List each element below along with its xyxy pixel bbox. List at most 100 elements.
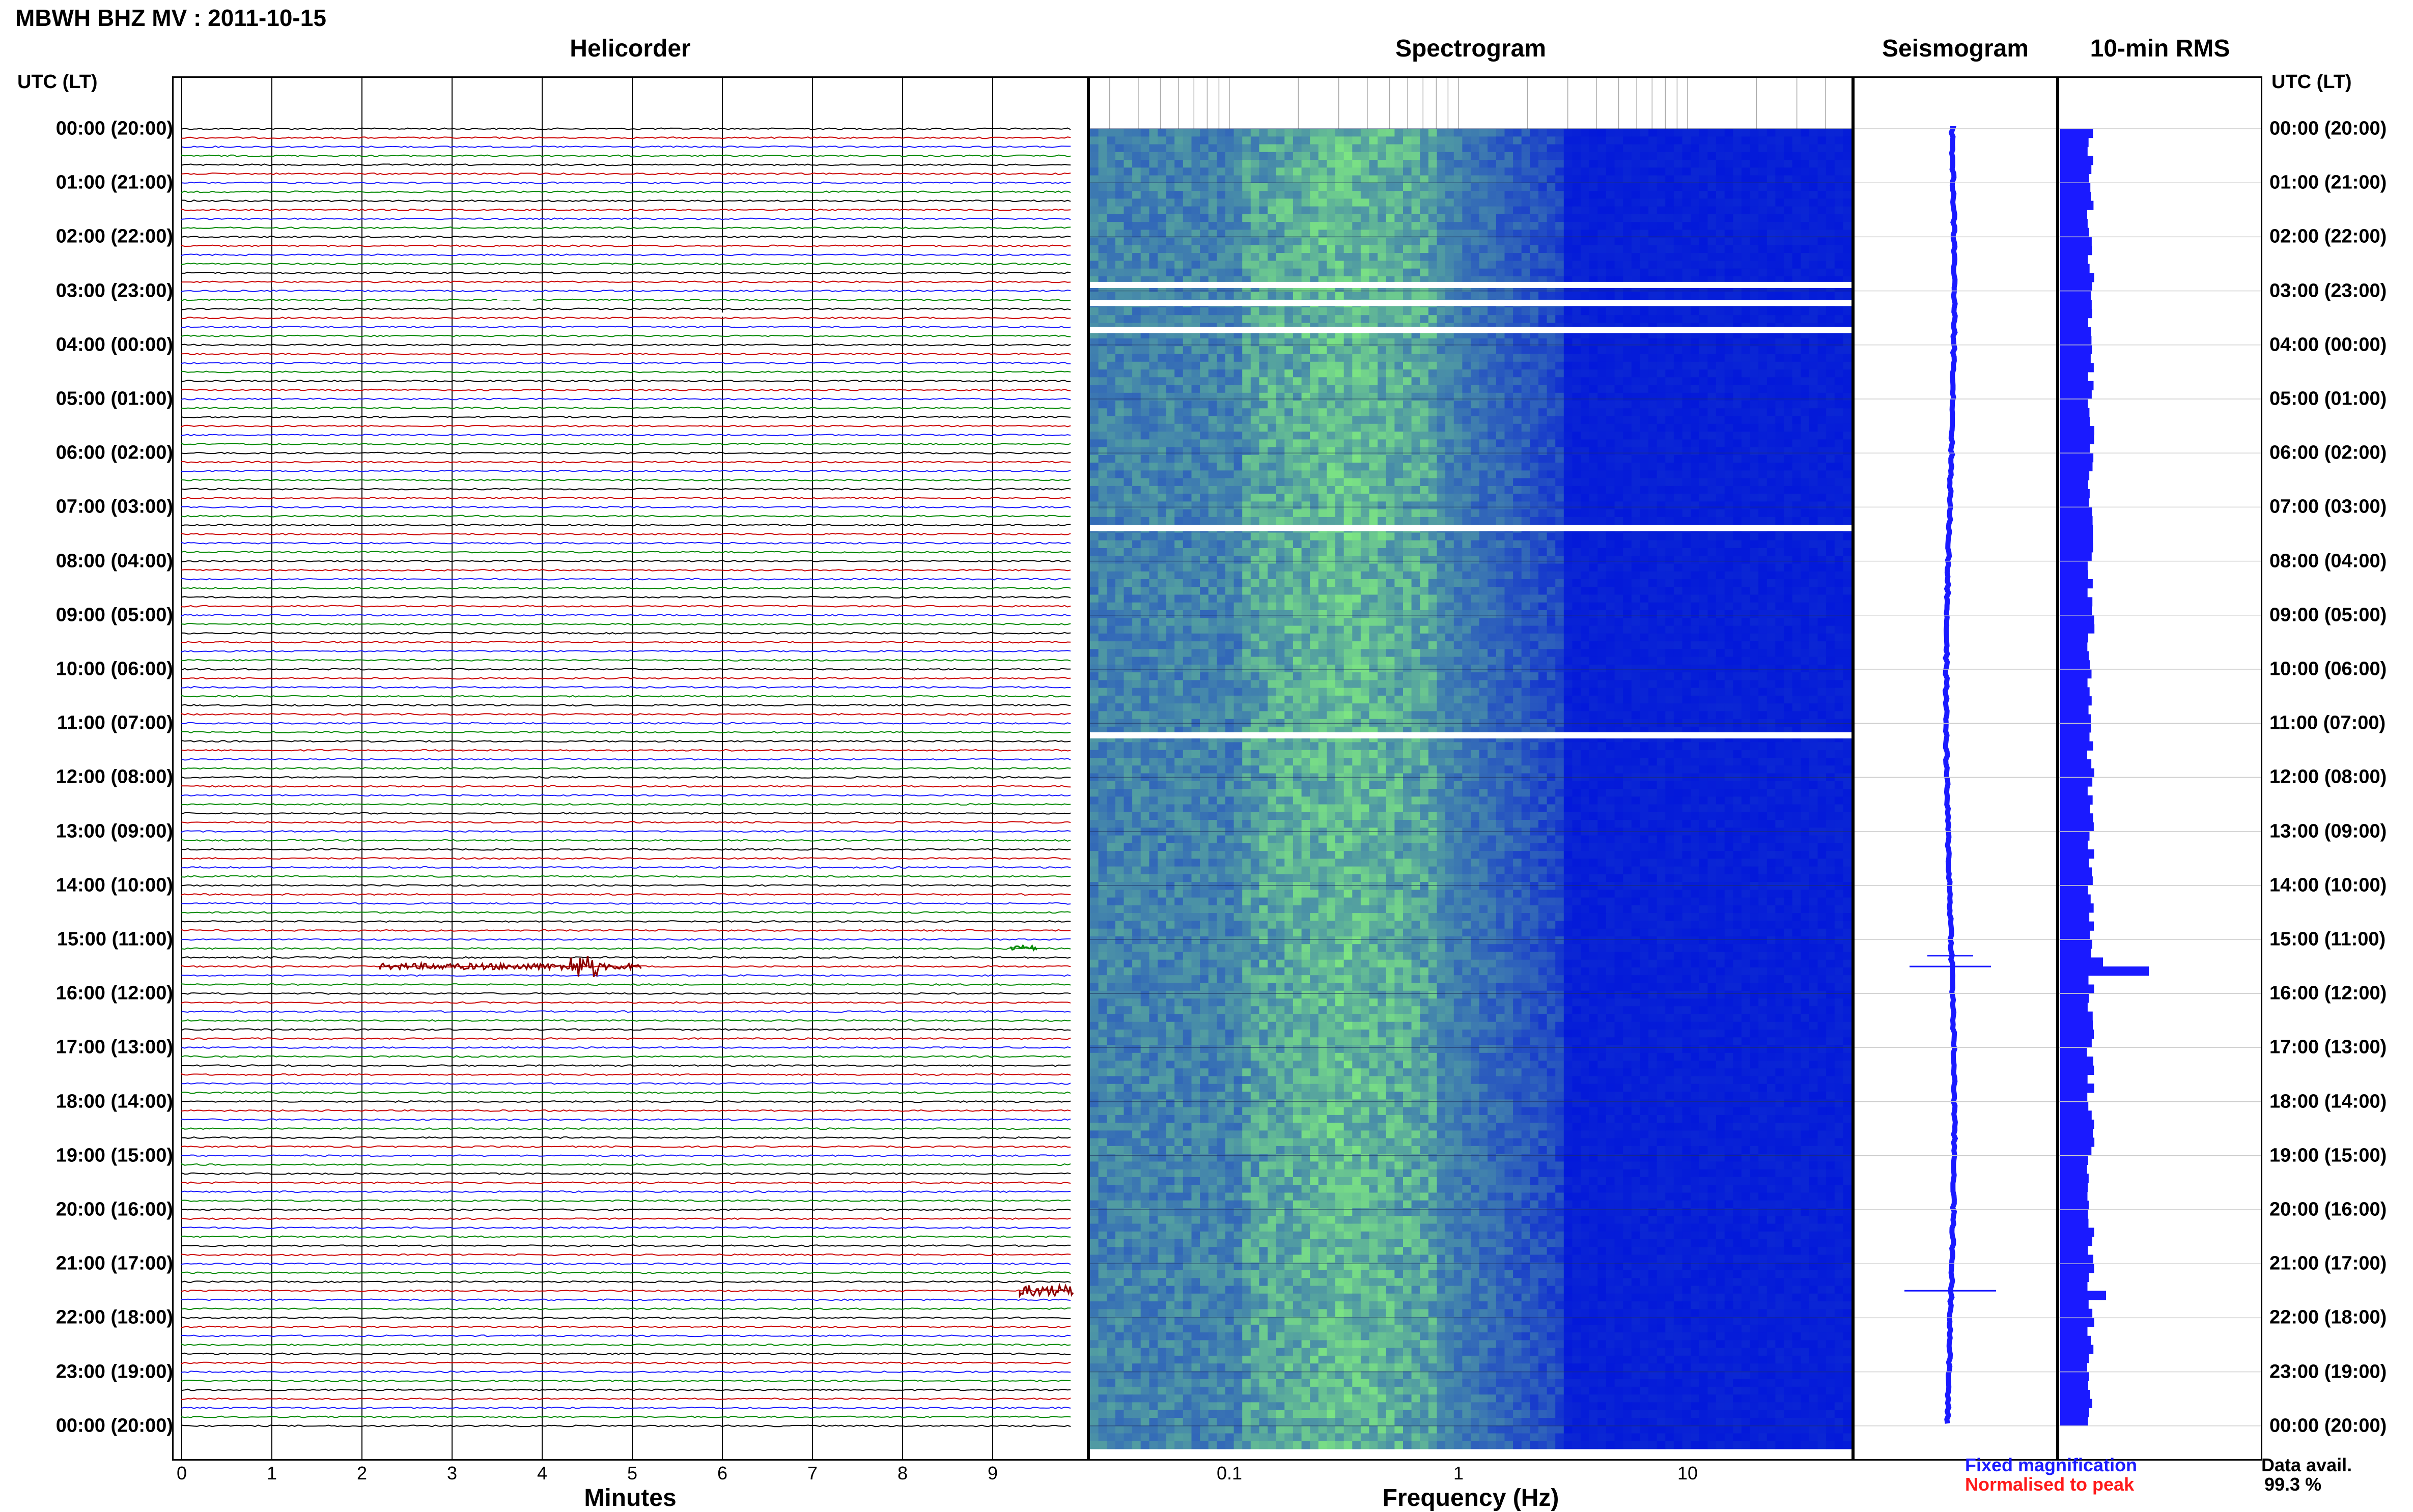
spectrogram-cell bbox=[1268, 463, 1276, 471]
spectrogram-cell bbox=[1471, 401, 1479, 409]
spectrogram-cell bbox=[1352, 245, 1361, 253]
spectrogram-cell bbox=[1632, 183, 1640, 191]
spectrogram-cell bbox=[1784, 207, 1792, 215]
spectrogram-cell bbox=[1513, 377, 1522, 385]
spectrogram-cell bbox=[1581, 432, 1589, 440]
helicorder-trace bbox=[182, 614, 1071, 616]
spectrogram-cell bbox=[1657, 424, 1666, 432]
spectrogram-cell bbox=[1809, 401, 1818, 409]
spectrogram-cell bbox=[1386, 145, 1395, 153]
spectrogram-cell bbox=[1513, 401, 1522, 409]
spectrogram-cell bbox=[1632, 269, 1640, 277]
spectrogram-cell bbox=[1462, 470, 1471, 478]
spectrogram-cell bbox=[1284, 245, 1293, 253]
spectrogram-cell bbox=[1818, 362, 1827, 370]
spectrogram-cell bbox=[1488, 478, 1496, 487]
spectrogram-cell bbox=[1158, 198, 1166, 207]
spectrogram-cell bbox=[1632, 494, 1640, 502]
spectrogram-cell bbox=[1352, 470, 1361, 478]
spectrogram-cell bbox=[1682, 416, 1691, 424]
spectrogram-cell bbox=[1615, 501, 1623, 509]
spectrogram-cell bbox=[1657, 238, 1666, 246]
spectrogram-cell bbox=[1496, 377, 1505, 385]
spectrogram-cell bbox=[1259, 129, 1268, 137]
spectrogram-cell bbox=[1335, 176, 1344, 184]
helicorder-title: Helicorder bbox=[570, 35, 690, 63]
spectrogram-cell bbox=[1115, 167, 1124, 176]
spectrogram-cell bbox=[1394, 463, 1403, 471]
spectrogram-cell bbox=[1344, 447, 1353, 455]
spectrogram-cell bbox=[1352, 191, 1361, 199]
spectrogram-cell bbox=[1242, 261, 1251, 269]
spectrogram-cell bbox=[1758, 533, 1767, 541]
spectrogram-cell bbox=[1412, 191, 1420, 199]
spectrogram-cell bbox=[1707, 269, 1716, 277]
spectrogram-cell bbox=[1099, 533, 1107, 541]
spectrogram-cell bbox=[1555, 191, 1564, 199]
spectrogram-cell bbox=[1538, 346, 1547, 354]
spectrogram-cell bbox=[1632, 152, 1640, 160]
spectrogram-cell bbox=[1640, 501, 1648, 509]
spectrogram-cell bbox=[1818, 470, 1827, 478]
spectrogram-cell bbox=[1428, 145, 1437, 153]
spectrogram-cell bbox=[1818, 354, 1827, 362]
spectrogram-cell bbox=[1835, 261, 1843, 269]
spectrogram-cell bbox=[1564, 292, 1573, 300]
spectrogram-cell bbox=[1259, 238, 1268, 246]
spectrogram-cell bbox=[1615, 253, 1623, 261]
spectrogram-cell bbox=[1284, 307, 1293, 316]
spectrogram-cell bbox=[1471, 198, 1479, 207]
spectrogram-cell bbox=[1166, 517, 1175, 525]
spectrogram-cell bbox=[1555, 346, 1564, 354]
spectrogram-cell bbox=[1437, 354, 1446, 362]
spectrogram-cell bbox=[1412, 424, 1420, 432]
spectrogram-cell bbox=[1606, 517, 1615, 525]
spectrogram-cell bbox=[1826, 478, 1835, 487]
spectrogram-cell bbox=[1174, 167, 1183, 176]
spectrogram-cell bbox=[1742, 167, 1750, 176]
spectrogram-cell bbox=[1809, 222, 1818, 230]
spectrogram-cell bbox=[1632, 261, 1640, 269]
spectrogram-cell bbox=[1234, 315, 1243, 323]
spectrogram-cell bbox=[1581, 238, 1589, 246]
spectrogram-cell bbox=[1454, 183, 1463, 191]
spectrogram-cell bbox=[1581, 478, 1589, 487]
spectrogram-cell bbox=[1115, 245, 1124, 253]
spectrogram-cell bbox=[1725, 214, 1733, 222]
spectrogram-cell bbox=[1547, 261, 1556, 269]
spectrogram-cell bbox=[1742, 463, 1750, 471]
spectrogram-cell bbox=[1750, 198, 1759, 207]
spectrogram-cell bbox=[1775, 261, 1784, 269]
spectrogram-cell bbox=[1412, 198, 1420, 207]
spectrogram-cell bbox=[1555, 129, 1564, 137]
spectrogram-cell bbox=[1361, 369, 1369, 378]
spectrogram-cell bbox=[1192, 238, 1200, 246]
spectrogram-cell bbox=[1775, 269, 1784, 277]
spectrogram-cell bbox=[1174, 222, 1183, 230]
event-waveform bbox=[1011, 946, 1036, 950]
spectrogram-cell bbox=[1158, 478, 1166, 487]
spectrogram-cell bbox=[1505, 401, 1513, 409]
spectrogram-cell bbox=[1200, 424, 1209, 432]
spectrogram-cell bbox=[1522, 408, 1530, 416]
spectrogram-cell bbox=[1707, 152, 1716, 160]
spectrogram-cell bbox=[1124, 136, 1133, 145]
spectrogram-cell bbox=[1479, 509, 1488, 518]
spectrogram-cell bbox=[1699, 393, 1708, 401]
spectrogram-cell bbox=[1403, 191, 1412, 199]
spectrogram-cell bbox=[1801, 494, 1809, 502]
helicorder-trace bbox=[182, 1128, 1071, 1129]
spectrogram-cell bbox=[1293, 245, 1302, 253]
spectrogram-cell bbox=[1361, 261, 1369, 269]
spectrogram-cell bbox=[1479, 494, 1488, 502]
spectrogram-cell bbox=[1344, 486, 1353, 494]
spectrogram-cell bbox=[1209, 369, 1217, 378]
spectrogram-cell bbox=[1344, 432, 1353, 440]
spectrogram-cell bbox=[1809, 416, 1818, 424]
spectrogram-cell bbox=[1479, 432, 1488, 440]
spectrogram-cell bbox=[1124, 152, 1133, 160]
spectrogram-cell bbox=[1657, 160, 1666, 168]
spectrogram-cell bbox=[1115, 269, 1124, 277]
spectrogram-cell bbox=[1674, 253, 1682, 261]
spectrogram-cell bbox=[1437, 447, 1446, 455]
